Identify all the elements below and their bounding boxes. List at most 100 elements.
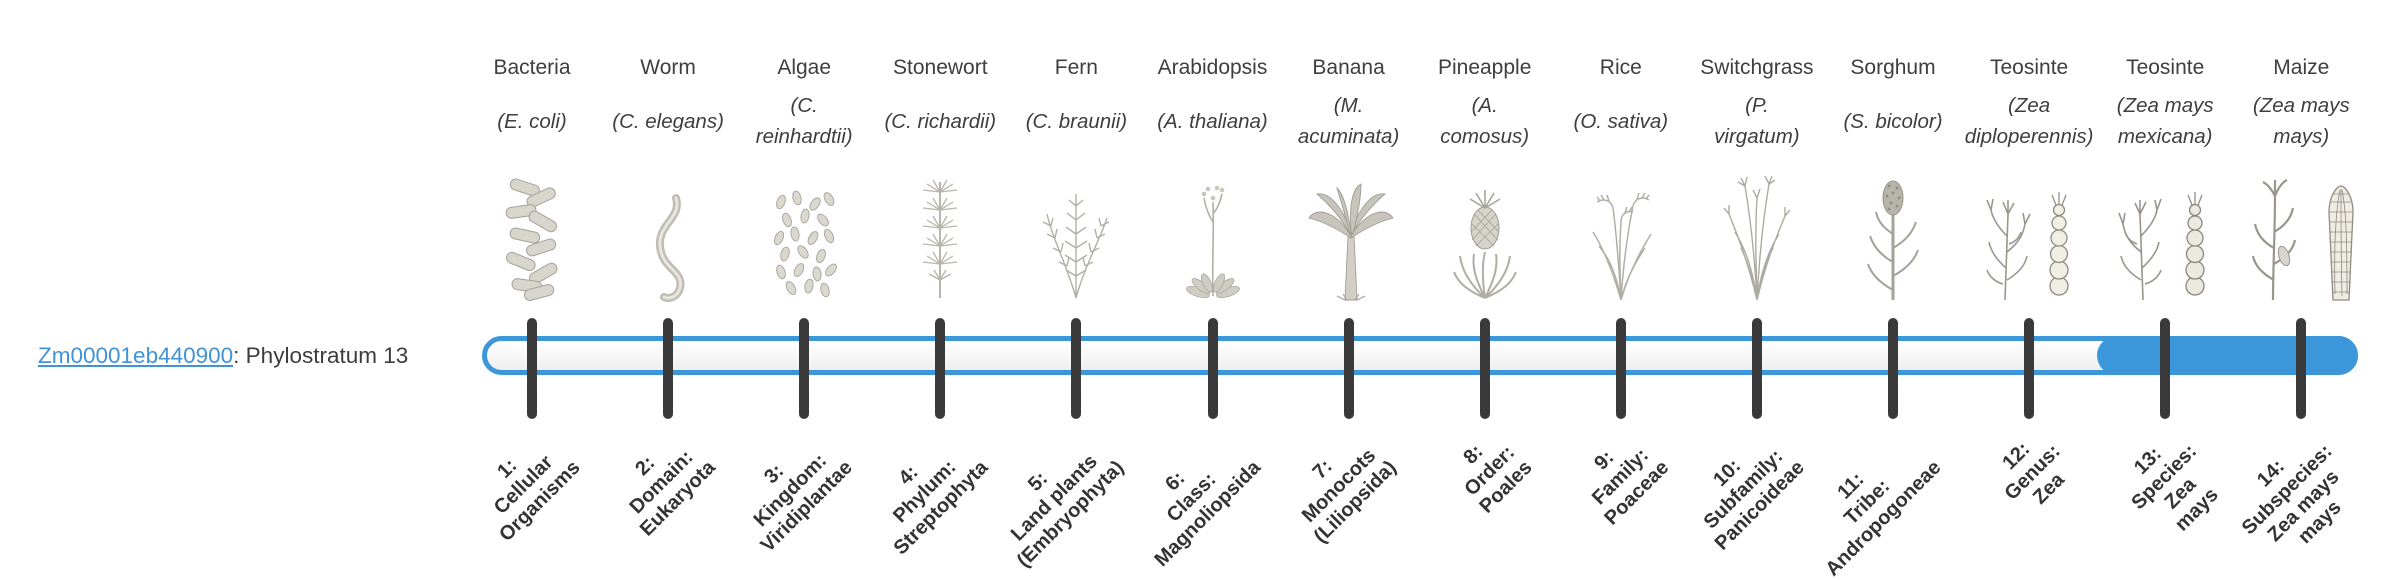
organism-common-name: Algae bbox=[777, 56, 832, 79]
timeline-bar bbox=[482, 336, 2358, 375]
switchgrass-icon bbox=[1672, 168, 1842, 302]
species-name-line: (Zea mays bbox=[2252, 94, 2350, 117]
species-name-line: (O. sativa) bbox=[1573, 109, 1669, 133]
organism-species-name: (O. sativa) bbox=[1516, 88, 1726, 154]
organism-species-name: (C. braunii) bbox=[971, 88, 1181, 154]
organism-species-name: (E. coli) bbox=[427, 88, 637, 154]
phylostratum-text: : Phylostratum 13 bbox=[233, 342, 409, 368]
organism-species-name: (C. reinhardtii) bbox=[699, 88, 909, 154]
timeline-tick-mark bbox=[1071, 318, 1082, 419]
timeline-tick-mark bbox=[1343, 318, 1354, 419]
phylostratum-label: 14: Subspecies: Zea mays mays bbox=[2222, 424, 2370, 572]
organism-species-name: (Zea mays mays) bbox=[2196, 88, 2400, 154]
sorghum-icon bbox=[1808, 168, 1978, 302]
organism-common-name: Switchgrass bbox=[1700, 56, 1814, 79]
species-name-line: (Zea mays bbox=[2116, 94, 2214, 117]
organism-species-name: (Zea diploperennis) bbox=[1924, 88, 2134, 154]
species-name-line: mexicana) bbox=[2117, 125, 2213, 148]
stratum-column: Teosinte (Zea diploperennis) 12: Genus: Zea bbox=[1944, 0, 2114, 580]
species-name-line: (S. bicolor) bbox=[1843, 109, 1943, 133]
phylostratum-highlight-segment bbox=[2097, 336, 2358, 375]
gene-id-link[interactable]: Zm00001eb440900 bbox=[38, 342, 234, 368]
species-name-line: (Zea bbox=[2008, 94, 2051, 117]
banana-icon bbox=[1264, 168, 1434, 302]
organism-species-name: (C. richardii) bbox=[835, 88, 1045, 154]
phylostratum-label: 8: Order: Poales bbox=[1443, 424, 1537, 518]
phylostratum-label: 6: Class: Magnoliopsida bbox=[1118, 424, 1266, 572]
species-name-line: (C. braunii) bbox=[1025, 109, 1128, 133]
phylostratum-label: 2: Domain: Eukaryota bbox=[604, 424, 721, 541]
timeline-tick-mark bbox=[935, 318, 946, 419]
organism-common-name: Worm bbox=[640, 56, 696, 79]
species-name-line: (A. thaliana) bbox=[1157, 109, 1268, 133]
timeline-tick-mark bbox=[663, 318, 674, 419]
organism-common-name: Sorghum bbox=[1850, 56, 1936, 79]
organism-common-name: Rice bbox=[1599, 56, 1642, 79]
stratum-column: Rice (O. sativa) 9: Family: Poaceae bbox=[1536, 0, 1706, 580]
phylostratum-label: 4: Phylum: Streptophyta bbox=[857, 424, 993, 560]
timeline-tick-mark bbox=[2296, 318, 2307, 419]
phylostratum-label: 3: Kingdom: Viridiplantae bbox=[724, 424, 857, 557]
organism-common-name: Teosinte bbox=[2126, 56, 2205, 79]
timeline-tick-mark bbox=[2024, 318, 2035, 419]
arabidopsis-icon bbox=[1128, 168, 1298, 302]
organism-common-name: Teosinte bbox=[1989, 56, 2069, 79]
organism-species-name: (C. elegans) bbox=[563, 88, 773, 154]
stratum-column: Fern (C. braunii) 5: Land plants (Embryoph… bbox=[991, 0, 1161, 580]
phylostratum-label: 12: Genus: Zea bbox=[1984, 424, 2082, 522]
organism-species-name: (Zea mays mexicana) bbox=[2060, 88, 2270, 154]
phylostratum-label: 5: Land plants (Embryophyta) bbox=[981, 424, 1130, 573]
organism-common-name: Pineapple bbox=[1437, 56, 1532, 79]
timeline-tick-mark bbox=[1479, 318, 1490, 419]
algae-icon bbox=[719, 168, 889, 302]
bacteria-icon bbox=[447, 168, 617, 302]
maize-icon bbox=[2216, 168, 2386, 302]
teosinte-mexicana-icon bbox=[2080, 168, 2250, 302]
rice-icon bbox=[1536, 168, 1706, 302]
timeline-tick-mark bbox=[799, 318, 810, 419]
stratum-column: Stonewort (C. richardii) 4: Phylum: Strept… bbox=[855, 0, 1025, 580]
species-name-line: (P. bbox=[1745, 94, 1769, 117]
organism-common-name: Maize bbox=[2273, 56, 2330, 79]
phylostratum-label: 1: Cellular Organisms bbox=[462, 424, 585, 547]
species-name-line: (A. bbox=[1471, 94, 1498, 117]
timeline-tick-mark bbox=[1615, 318, 1626, 419]
stratum-column: Worm (C. elegans) 2: Domain: Eukaryota bbox=[583, 0, 753, 580]
organism-common-name: Arabidopsis bbox=[1157, 56, 1268, 79]
organism-common-name: Bacteria bbox=[493, 56, 571, 79]
species-name-line: (C. bbox=[790, 94, 818, 117]
organism-common-name: Fern bbox=[1054, 56, 1098, 79]
gene-label: Zm00001eb440900: Phylostratum 13 bbox=[38, 336, 408, 375]
species-name-line: mays) bbox=[2273, 125, 2330, 148]
timeline-tick-mark bbox=[1751, 318, 1762, 419]
worm-icon bbox=[583, 168, 753, 302]
organism-common-name: Stonewort bbox=[893, 56, 988, 79]
species-name-line: acuminata) bbox=[1297, 125, 1400, 148]
organism-species-name: (S. bicolor) bbox=[1788, 88, 1998, 154]
fern-icon bbox=[991, 168, 1161, 302]
stratum-column: Algae (C. reinhardtii) 3: Kingdom: Viridipl… bbox=[719, 0, 889, 580]
stratum-column: Sorghum (S. bicolor) 11: Tribe: Andropogon… bbox=[1808, 0, 1978, 580]
stratum-column: Bacteria (E. coli) 1: Cellular Organisms bbox=[447, 0, 617, 580]
timeline-tick-mark bbox=[2160, 318, 2171, 419]
phylostratum-label: 7: Monocots (Liliopsida) bbox=[1277, 424, 1401, 548]
organism-species-name: (A. comosus) bbox=[1380, 88, 1590, 154]
stratum-column: Banana (M. acuminata) 7: Monocots (Liliopsi… bbox=[1264, 0, 1434, 580]
species-name-line: (E. coli) bbox=[497, 109, 567, 133]
organism-common-name: Banana bbox=[1312, 56, 1385, 79]
species-name-line: (C. elegans) bbox=[612, 109, 724, 133]
stratum-column: Teosinte (Zea mays mexicana) 13: Species: Z… bbox=[2080, 0, 2250, 580]
species-name-line: reinhardtii) bbox=[755, 125, 853, 148]
teosinte-diploperennis-icon bbox=[1944, 168, 2114, 302]
species-name-line: comosus) bbox=[1440, 125, 1530, 148]
phylostratum-label: 10: Subfamily: Panicoideae bbox=[1678, 424, 1809, 555]
pineapple-icon bbox=[1400, 168, 1570, 302]
species-name-line: (M. bbox=[1333, 94, 1364, 117]
organism-species-name: (P. virgatum) bbox=[1652, 88, 1862, 154]
species-name-line: virgatum) bbox=[1714, 125, 1800, 148]
stratum-column: Arabidopsis (A. thaliana) 6: Class: Magnol… bbox=[1128, 0, 1298, 580]
phylostratum-label: 11: Tribe: Andropogoneae bbox=[1789, 424, 1946, 580]
organism-species-name: (A. thaliana) bbox=[1108, 88, 1318, 154]
stonewort-icon bbox=[855, 168, 1025, 302]
